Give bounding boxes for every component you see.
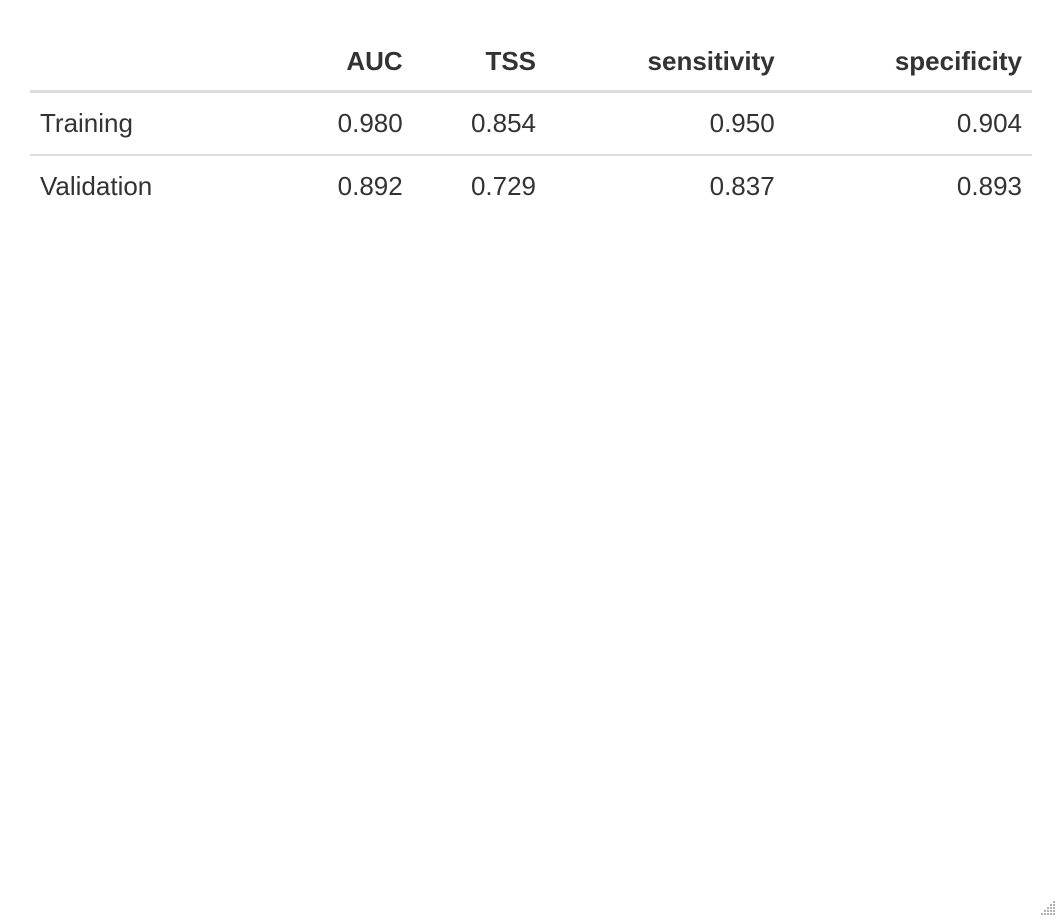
metrics-table-container: AUC TSS sensitivity specificity Training…: [30, 32, 1032, 217]
resize-grip-icon[interactable]: [1040, 900, 1056, 916]
metrics-table: AUC TSS sensitivity specificity Training…: [30, 32, 1032, 217]
table-row: Training 0.980 0.854 0.950 0.904: [30, 91, 1032, 156]
cell-auc: 0.892: [337, 171, 403, 201]
table-header-row: AUC TSS sensitivity specificity: [30, 32, 1032, 93]
cell-tss: 0.729: [470, 171, 537, 201]
resize-grip-graphic: [1041, 901, 1055, 915]
cell-sensitivity: 0.950: [546, 91, 785, 156]
header-tss: TSS: [412, 32, 547, 93]
row-label: Validation: [40, 171, 153, 201]
cell-sensitivity: 0.837: [709, 171, 775, 201]
cell-specificity: 0.904: [784, 91, 1032, 156]
header-specificity: specificity: [784, 32, 1032, 93]
cell-tss: 0.854: [412, 91, 547, 156]
header-row-label: [30, 32, 235, 93]
header-sensitivity: sensitivity: [546, 32, 785, 93]
header-auc: AUC: [234, 32, 413, 93]
cell-auc: 0.980: [234, 91, 413, 156]
row-label: Training: [30, 91, 235, 156]
table-row: Validation 0.892 0.729 0.837 0.893: [30, 155, 1032, 217]
cell-specificity: 0.893: [956, 171, 1022, 201]
